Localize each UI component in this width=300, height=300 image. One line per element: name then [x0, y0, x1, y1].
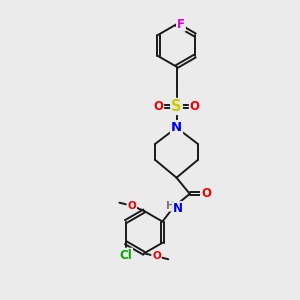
Text: O: O [152, 251, 161, 261]
Text: O: O [201, 188, 211, 200]
Text: O: O [153, 100, 163, 113]
Text: Cl: Cl [119, 249, 132, 262]
Text: F: F [177, 18, 185, 31]
Text: S: S [171, 99, 182, 114]
Text: O: O [190, 100, 200, 113]
Text: H: H [166, 201, 174, 211]
Text: O: O [128, 201, 136, 211]
Text: N: N [173, 202, 183, 215]
Text: N: N [171, 121, 182, 134]
